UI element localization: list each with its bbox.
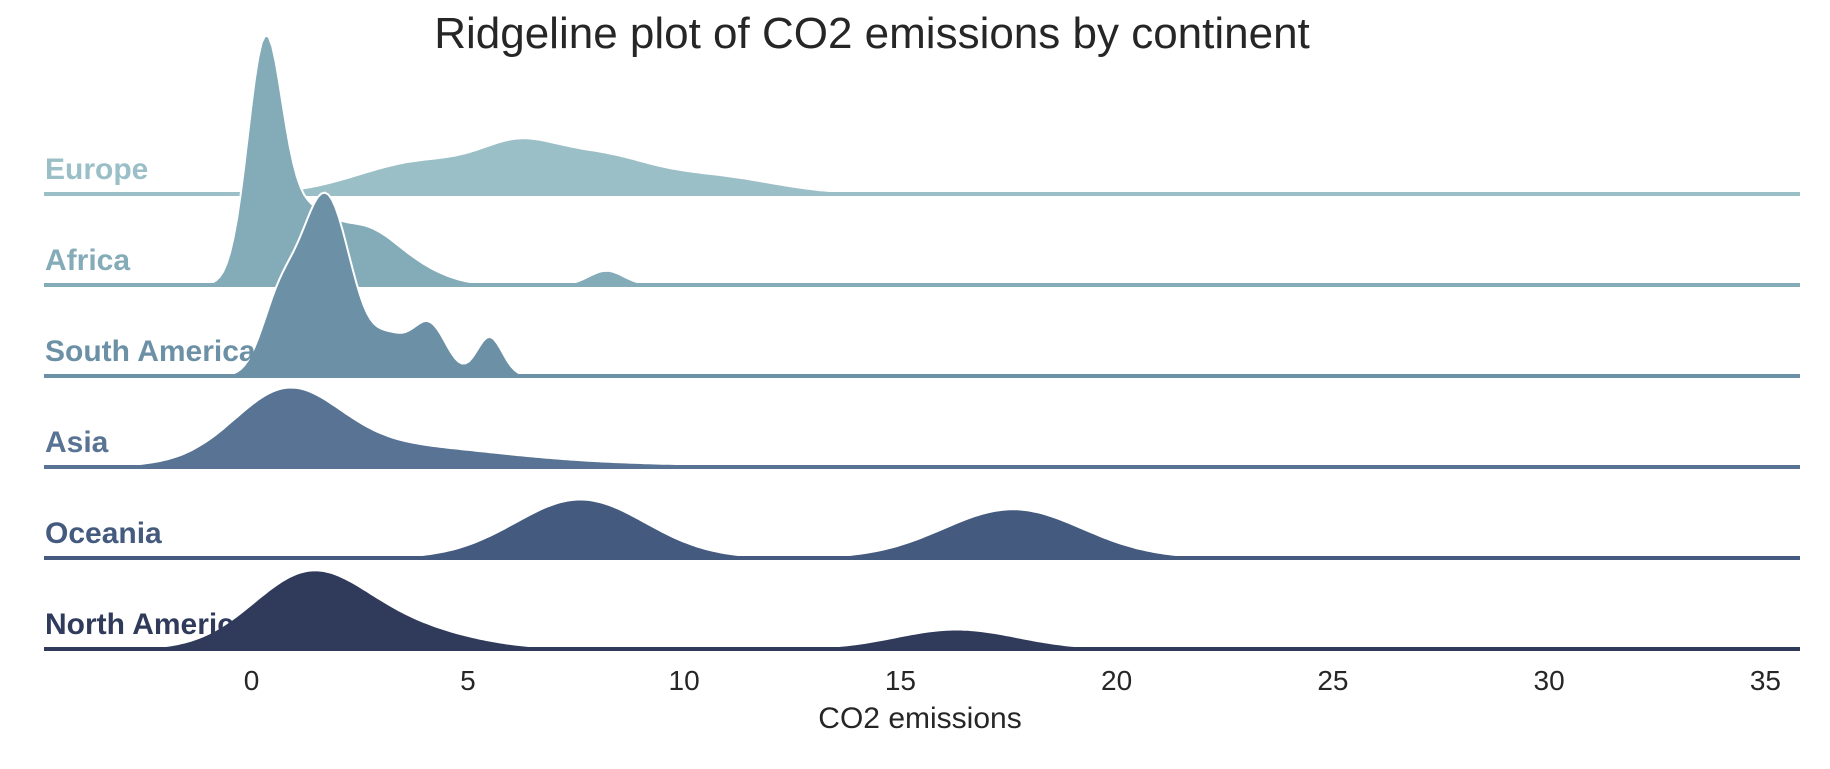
ridge-europe: Europe bbox=[44, 137, 1800, 196]
chart-title: Ridgeline plot of CO2 emissions by conti… bbox=[434, 9, 1310, 58]
x-tick-label: 0 bbox=[244, 665, 260, 696]
ridge-label: Oceania bbox=[45, 517, 162, 550]
x-axis-label: CO2 emissions bbox=[818, 702, 1021, 735]
x-tick-label: 30 bbox=[1534, 665, 1565, 696]
ridge-area bbox=[44, 569, 1800, 650]
x-tick-label: 15 bbox=[885, 665, 916, 696]
ridge-south-america: South America bbox=[44, 191, 1800, 378]
x-tick-label: 5 bbox=[460, 665, 476, 696]
ridge-label: South America bbox=[45, 335, 256, 368]
ridge-label: North America bbox=[45, 608, 251, 641]
ridge-label: Asia bbox=[45, 426, 109, 459]
ridge-oceania: Oceania bbox=[44, 498, 1800, 560]
ridge-area bbox=[43, 386, 1800, 468]
ridge-north-america: North America bbox=[44, 569, 1800, 651]
ridges-group: Europe Africa South America Asia Oceania Nort… bbox=[43, 34, 1800, 651]
x-tick-label: 35 bbox=[1750, 665, 1781, 696]
ridge-area bbox=[44, 137, 1800, 195]
ridge-label: Africa bbox=[45, 244, 130, 277]
ridge-asia: Asia bbox=[43, 386, 1800, 469]
x-tick-label: 10 bbox=[669, 665, 700, 696]
ridge-area bbox=[44, 498, 1800, 559]
x-axis-ticks: 0 5 10 15 20 25 30 35 bbox=[244, 665, 1781, 696]
ridge-label: Europe bbox=[45, 153, 148, 186]
x-tick-label: 20 bbox=[1101, 665, 1132, 696]
x-tick-label: 25 bbox=[1317, 665, 1348, 696]
